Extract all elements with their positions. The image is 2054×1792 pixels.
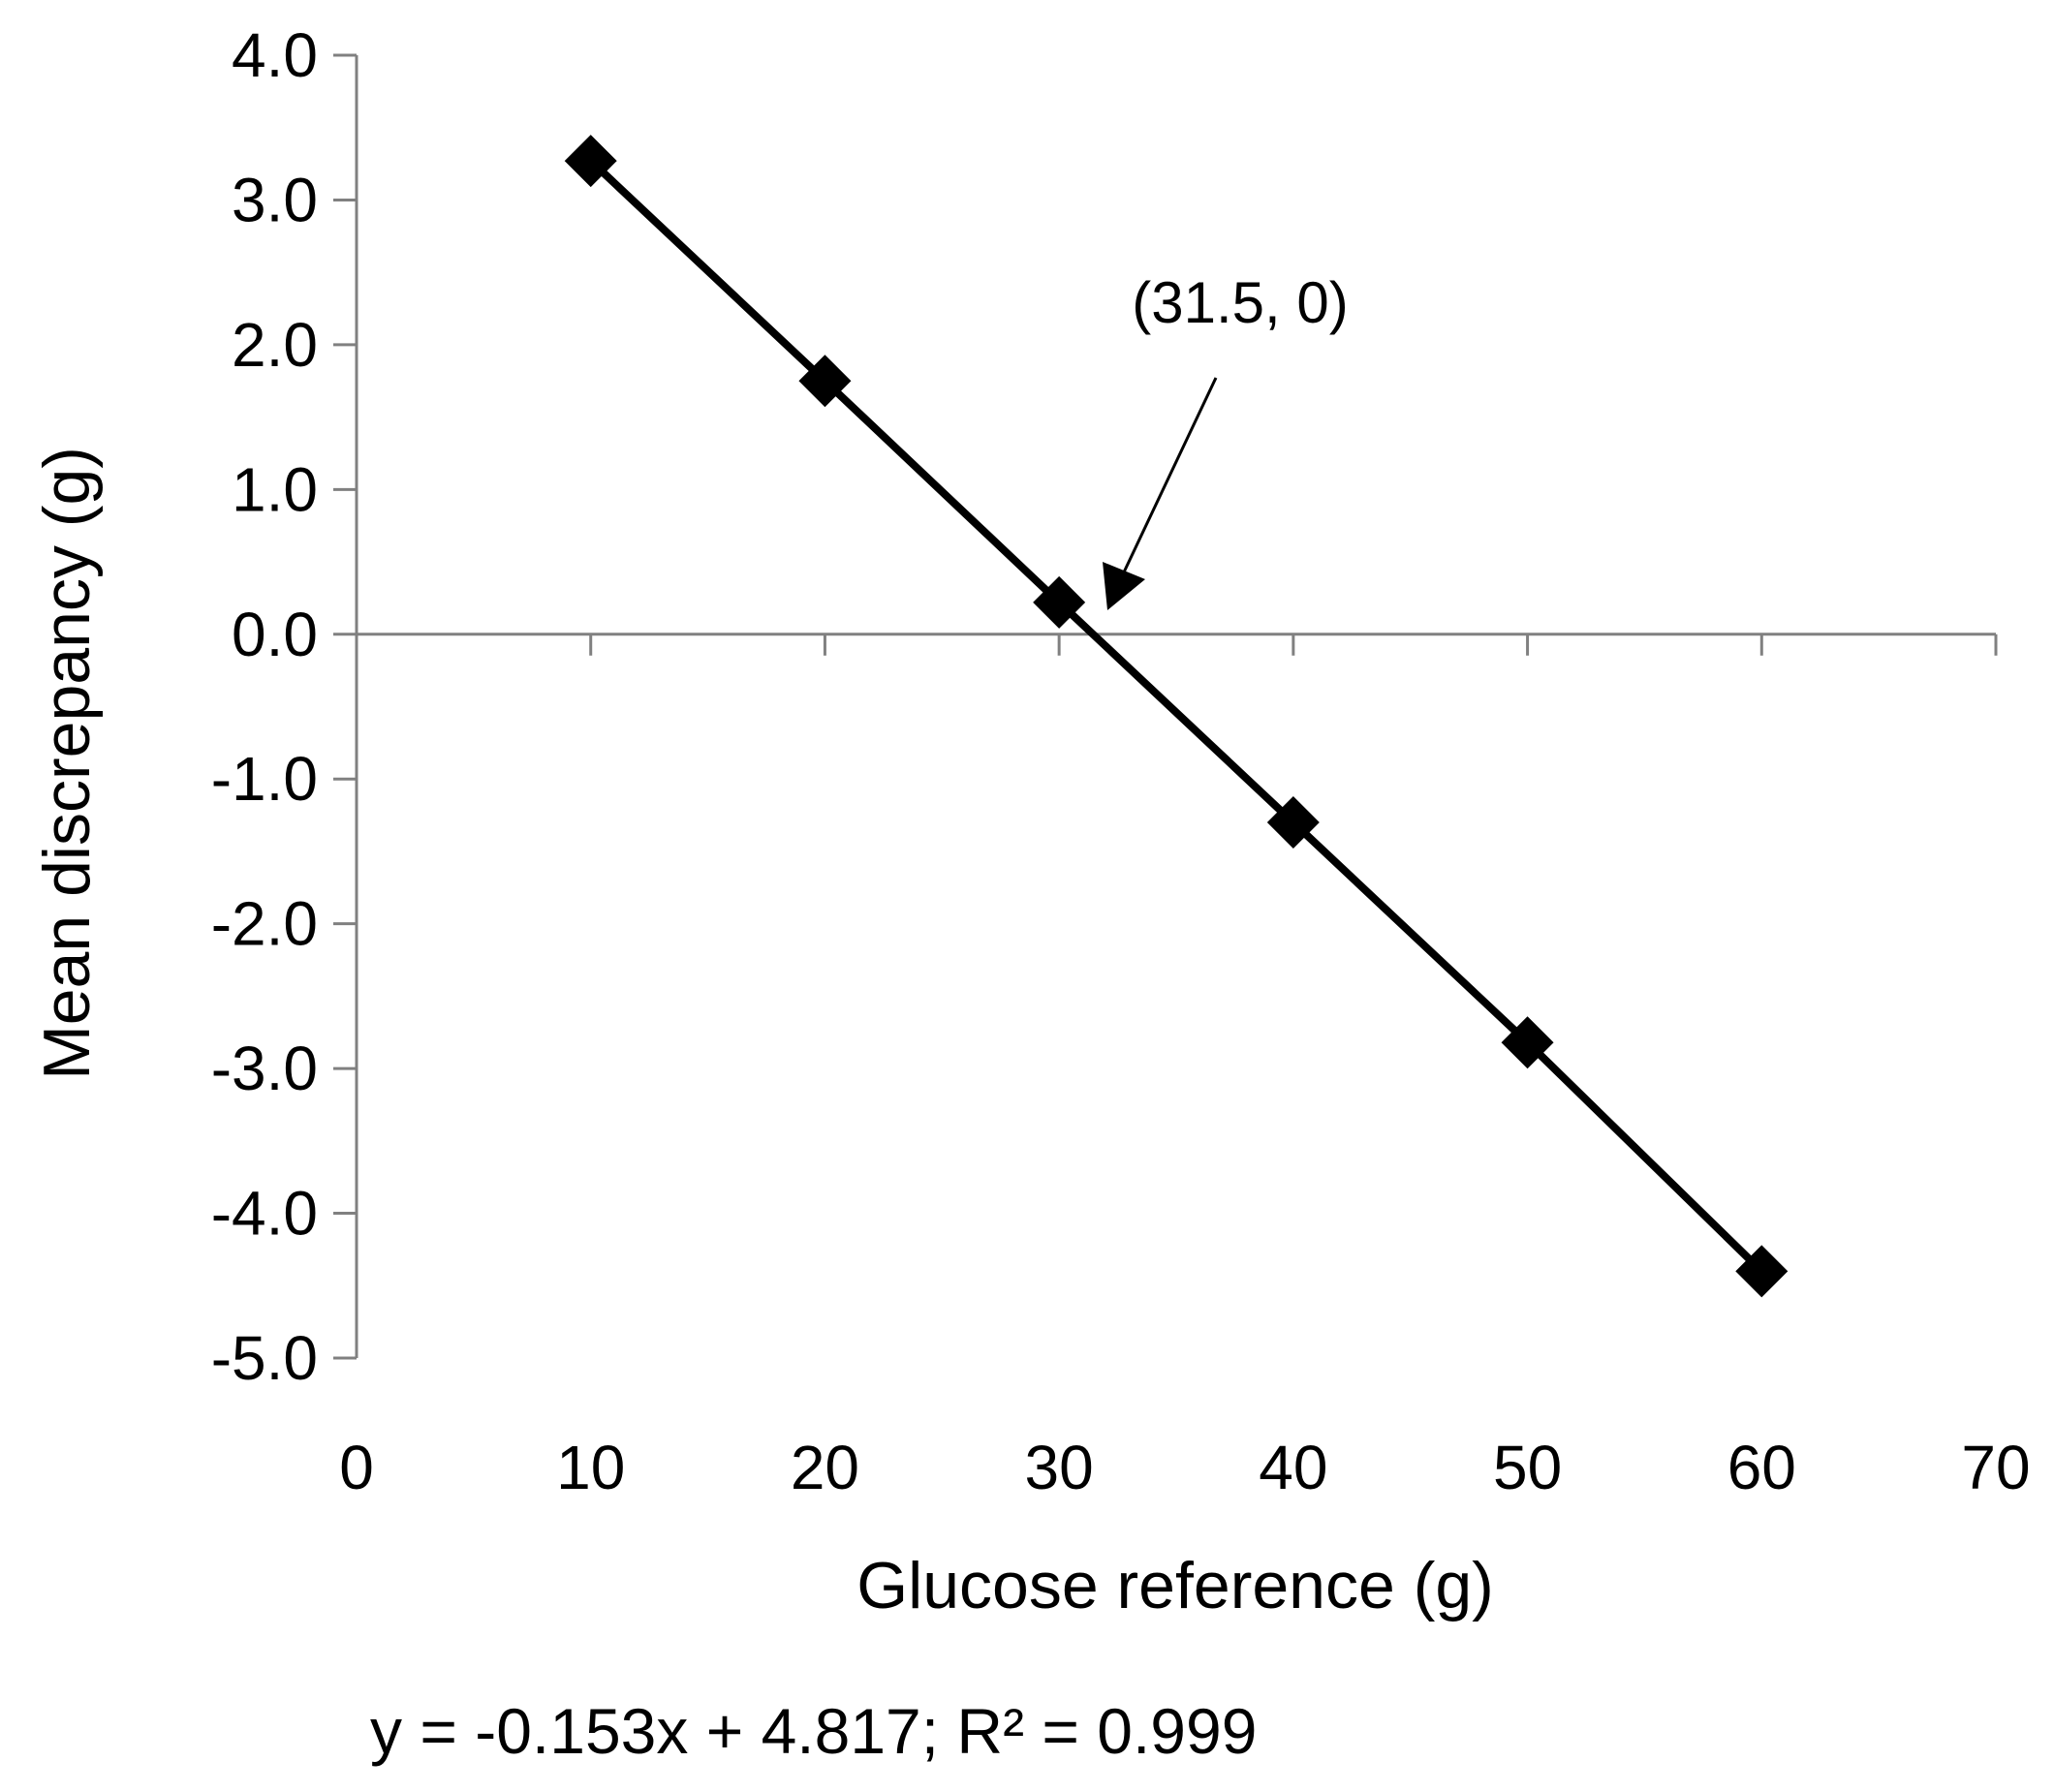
data-point	[564, 135, 617, 188]
annotation-label: (31.5, 0)	[1132, 270, 1348, 335]
data-point	[1266, 796, 1320, 850]
y-axis-ticks: 4.0 3.0 2.0 1.0 0.0 -1.0 -2.0 -3.0 -4.0 -5.0	[211, 20, 357, 1393]
y-axis-title: Mean discrepancy (g)	[30, 447, 104, 1080]
x-tick-label: 60	[1727, 1433, 1796, 1502]
axes	[355, 55, 1996, 1358]
y-tick-label: -4.0	[211, 1179, 318, 1249]
x-axis-title: Glucose reference (g)	[856, 1549, 1494, 1622]
y-tick-label: -5.0	[211, 1323, 318, 1393]
y-tick-label: 3.0	[232, 165, 318, 234]
y-tick-label: -2.0	[211, 889, 318, 959]
series-line	[587, 158, 1765, 1275]
x-tick-label: 70	[1961, 1433, 2030, 1502]
annotation-group: (31.5, 0)	[1103, 270, 1349, 610]
x-tick-label: 20	[791, 1433, 859, 1502]
data-points	[564, 135, 1789, 1298]
x-tick-label: 10	[556, 1433, 625, 1502]
y-tick-label: -1.0	[211, 744, 318, 814]
data-point	[1501, 1016, 1554, 1069]
x-axis-ticks: 0 10 20 30 40 50 60 70	[339, 633, 2031, 1502]
y-tick-label: 1.0	[232, 454, 318, 524]
x-tick-label: 40	[1259, 1433, 1327, 1502]
x-tick-label: 30	[1025, 1433, 1094, 1502]
data-point	[798, 355, 852, 408]
x-tick-label: 50	[1493, 1433, 1562, 1502]
y-tick-label: 0.0	[232, 600, 318, 669]
y-tick-label: -3.0	[211, 1034, 318, 1103]
trendline-group	[587, 158, 1765, 1275]
data-point	[1033, 575, 1086, 629]
annotation-arrowhead	[1103, 562, 1145, 610]
regression-equation: y = -0.153x + 4.817; R² = 0.999	[370, 1695, 1257, 1767]
y-tick-label: 4.0	[232, 20, 318, 90]
annotation-arrow-line	[1120, 377, 1218, 577]
x-tick-label: 0	[339, 1433, 374, 1502]
y-tick-label: 2.0	[232, 310, 318, 380]
data-point	[1735, 1245, 1789, 1298]
